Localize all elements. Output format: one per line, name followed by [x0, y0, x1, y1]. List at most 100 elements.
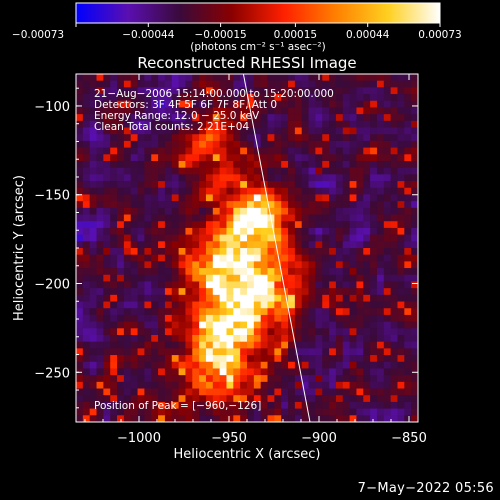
heatmap-cell [103, 401, 111, 410]
heatmap-cell [281, 161, 289, 169]
heatmap-cell [205, 288, 214, 296]
heatmap-cell [329, 254, 337, 262]
heatmap-cell [397, 274, 405, 283]
heatmap-cell [144, 268, 152, 276]
heatmap-cell [96, 120, 104, 129]
heatmap-cell [240, 161, 248, 169]
heatmap-cell [294, 221, 303, 229]
x-tick-label: −850 [391, 431, 427, 446]
heatmap-cell [151, 308, 159, 316]
heatmap-cell [89, 120, 98, 129]
heatmap-cell [383, 301, 392, 309]
heatmap-cell [335, 207, 344, 216]
heatmap-cell [144, 294, 152, 303]
heatmap-cell [294, 147, 303, 155]
heatmap-cell [301, 221, 310, 229]
heatmap-cell [356, 321, 364, 329]
heatmap-cell [329, 207, 337, 216]
heatmap-cell [233, 248, 241, 256]
heatmap-cell [164, 335, 173, 343]
heatmap-cell [411, 261, 418, 269]
heatmap-cell [315, 100, 323, 109]
heatmap-cell [226, 261, 234, 269]
heatmap-cell [247, 181, 255, 189]
heatmap-cell [308, 241, 316, 249]
heatmap-cell [288, 181, 296, 189]
heatmap-cell [233, 194, 241, 202]
heatmap-cell [390, 207, 399, 216]
heatmap-cell [274, 234, 282, 242]
heatmap-cell [363, 107, 371, 115]
heatmap-cell [411, 254, 418, 262]
heatmap-cell [335, 274, 344, 283]
heatmap-cell [376, 408, 385, 416]
heatmap-cell [349, 227, 358, 236]
heatmap-cell [390, 401, 399, 410]
heatmap-cell [356, 281, 364, 289]
heatmap-cell [308, 314, 316, 323]
heatmap-cell [363, 234, 371, 242]
heatmap-cell [226, 114, 234, 122]
heatmap-cell [171, 140, 180, 149]
heatmap-cell [294, 248, 303, 256]
heatmap-cell [185, 268, 193, 276]
heatmap-cell [137, 140, 145, 149]
heatmap-cell [185, 335, 193, 343]
heatmap-cell [301, 254, 310, 262]
heatmap-cell [151, 80, 159, 88]
heatmap-cell [185, 167, 193, 175]
heatmap-cell [123, 221, 132, 229]
heatmap-cell [288, 401, 296, 410]
heatmap-cell [89, 241, 98, 249]
heatmap-cell [274, 388, 282, 396]
heatmap-cell [288, 147, 296, 155]
heatmap-cell [370, 114, 378, 122]
heatmap-cell [212, 87, 221, 95]
heatmap-cell [370, 375, 378, 383]
heatmap-cell [376, 94, 385, 102]
heatmap-cell [301, 401, 310, 410]
heatmap-cell [89, 127, 98, 135]
heatmap-cell [356, 381, 364, 390]
heatmap-cell [89, 154, 98, 162]
heatmap-cell [96, 301, 104, 309]
heatmap-cell [370, 100, 378, 109]
heatmap-cell [370, 281, 378, 289]
heatmap-cell [226, 375, 234, 383]
heatmap-cell [411, 408, 418, 416]
heatmap-cell [288, 355, 296, 363]
heatmap-cell [240, 134, 248, 142]
heatmap-cell [89, 355, 98, 363]
heatmap-cell [315, 308, 323, 316]
heatmap-cell [240, 187, 248, 196]
heatmap-cell [89, 341, 98, 349]
heatmap-cell [123, 100, 132, 109]
heatmap-cell [370, 94, 378, 102]
heatmap-cell [301, 207, 310, 216]
heatmap-cell [383, 328, 392, 336]
heatmap-cell [267, 415, 275, 422]
heatmap-cell [110, 154, 118, 162]
heatmap-cell [151, 314, 159, 323]
heatmap-cell [212, 274, 221, 283]
heatmap-cell [335, 134, 344, 142]
heatmap-cell [144, 301, 152, 309]
heatmap-cell [349, 301, 358, 309]
heatmap-cell [329, 241, 337, 249]
heatmap-cell [103, 288, 111, 296]
heatmap-cell [178, 361, 187, 370]
heatmap-cell [376, 120, 385, 129]
heatmap-cell [164, 147, 173, 155]
heatmap-cell [171, 314, 180, 323]
heatmap-cell [349, 268, 358, 276]
heatmap-cell [171, 120, 180, 129]
heatmap-cell [171, 207, 180, 216]
heatmap-cell [397, 107, 405, 115]
heatmap-cell [144, 381, 152, 390]
heatmap-cell [247, 281, 255, 289]
heatmap-cell [226, 187, 234, 196]
heatmap-cell [390, 100, 399, 109]
heatmap-cell [301, 241, 310, 249]
heatmap-cell [315, 381, 323, 390]
heatmap-cell [185, 328, 193, 336]
